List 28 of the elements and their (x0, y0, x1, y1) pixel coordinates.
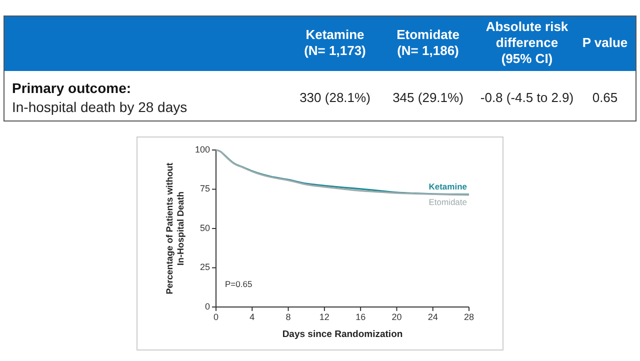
x-tick-label: 12 (319, 312, 330, 322)
x-tick-label: 20 (392, 312, 402, 322)
y-tick-label: 50 (200, 222, 210, 233)
category-label: Ketamine (N= 1,173) (304, 27, 366, 58)
category-label: P value (582, 35, 628, 50)
annotation: P=0.65 (225, 279, 252, 289)
text: 330 (28.1%) (300, 90, 370, 106)
text: 345 (29.1%) (392, 90, 464, 106)
x-tick-label: 16 (356, 312, 366, 322)
x-tick-label: 8 (286, 312, 291, 322)
text: -0.8 (-4.5 to 2.9) (480, 90, 574, 106)
x-tick-label: 4 (250, 312, 255, 322)
text: Primary outcome: (12, 80, 132, 96)
series-label: Ketamine (428, 182, 468, 192)
y-tick-label: 100 (194, 144, 210, 154)
category-label: Absolute risk difference (95% CI) (486, 19, 569, 66)
x-tick-label: 0 (213, 312, 219, 322)
series-label: Etomidate (428, 197, 468, 208)
text: 0.65 (592, 90, 618, 106)
y-tick-label: 75 (200, 184, 210, 194)
x-tick-label: 28 (464, 312, 474, 322)
y-tick-label: 25 (200, 262, 210, 272)
text: In-hospital death by 28 days (12, 98, 188, 115)
y-tick-label: 0 (204, 301, 210, 312)
category-label: Etomidate (N= 1,186) (396, 27, 460, 58)
x-axis-title: Days since Randomization (282, 329, 403, 340)
x-tick-label: 24 (428, 312, 438, 322)
y-axis-title: Percentage of Patients without In-Hospital Death (164, 162, 186, 294)
